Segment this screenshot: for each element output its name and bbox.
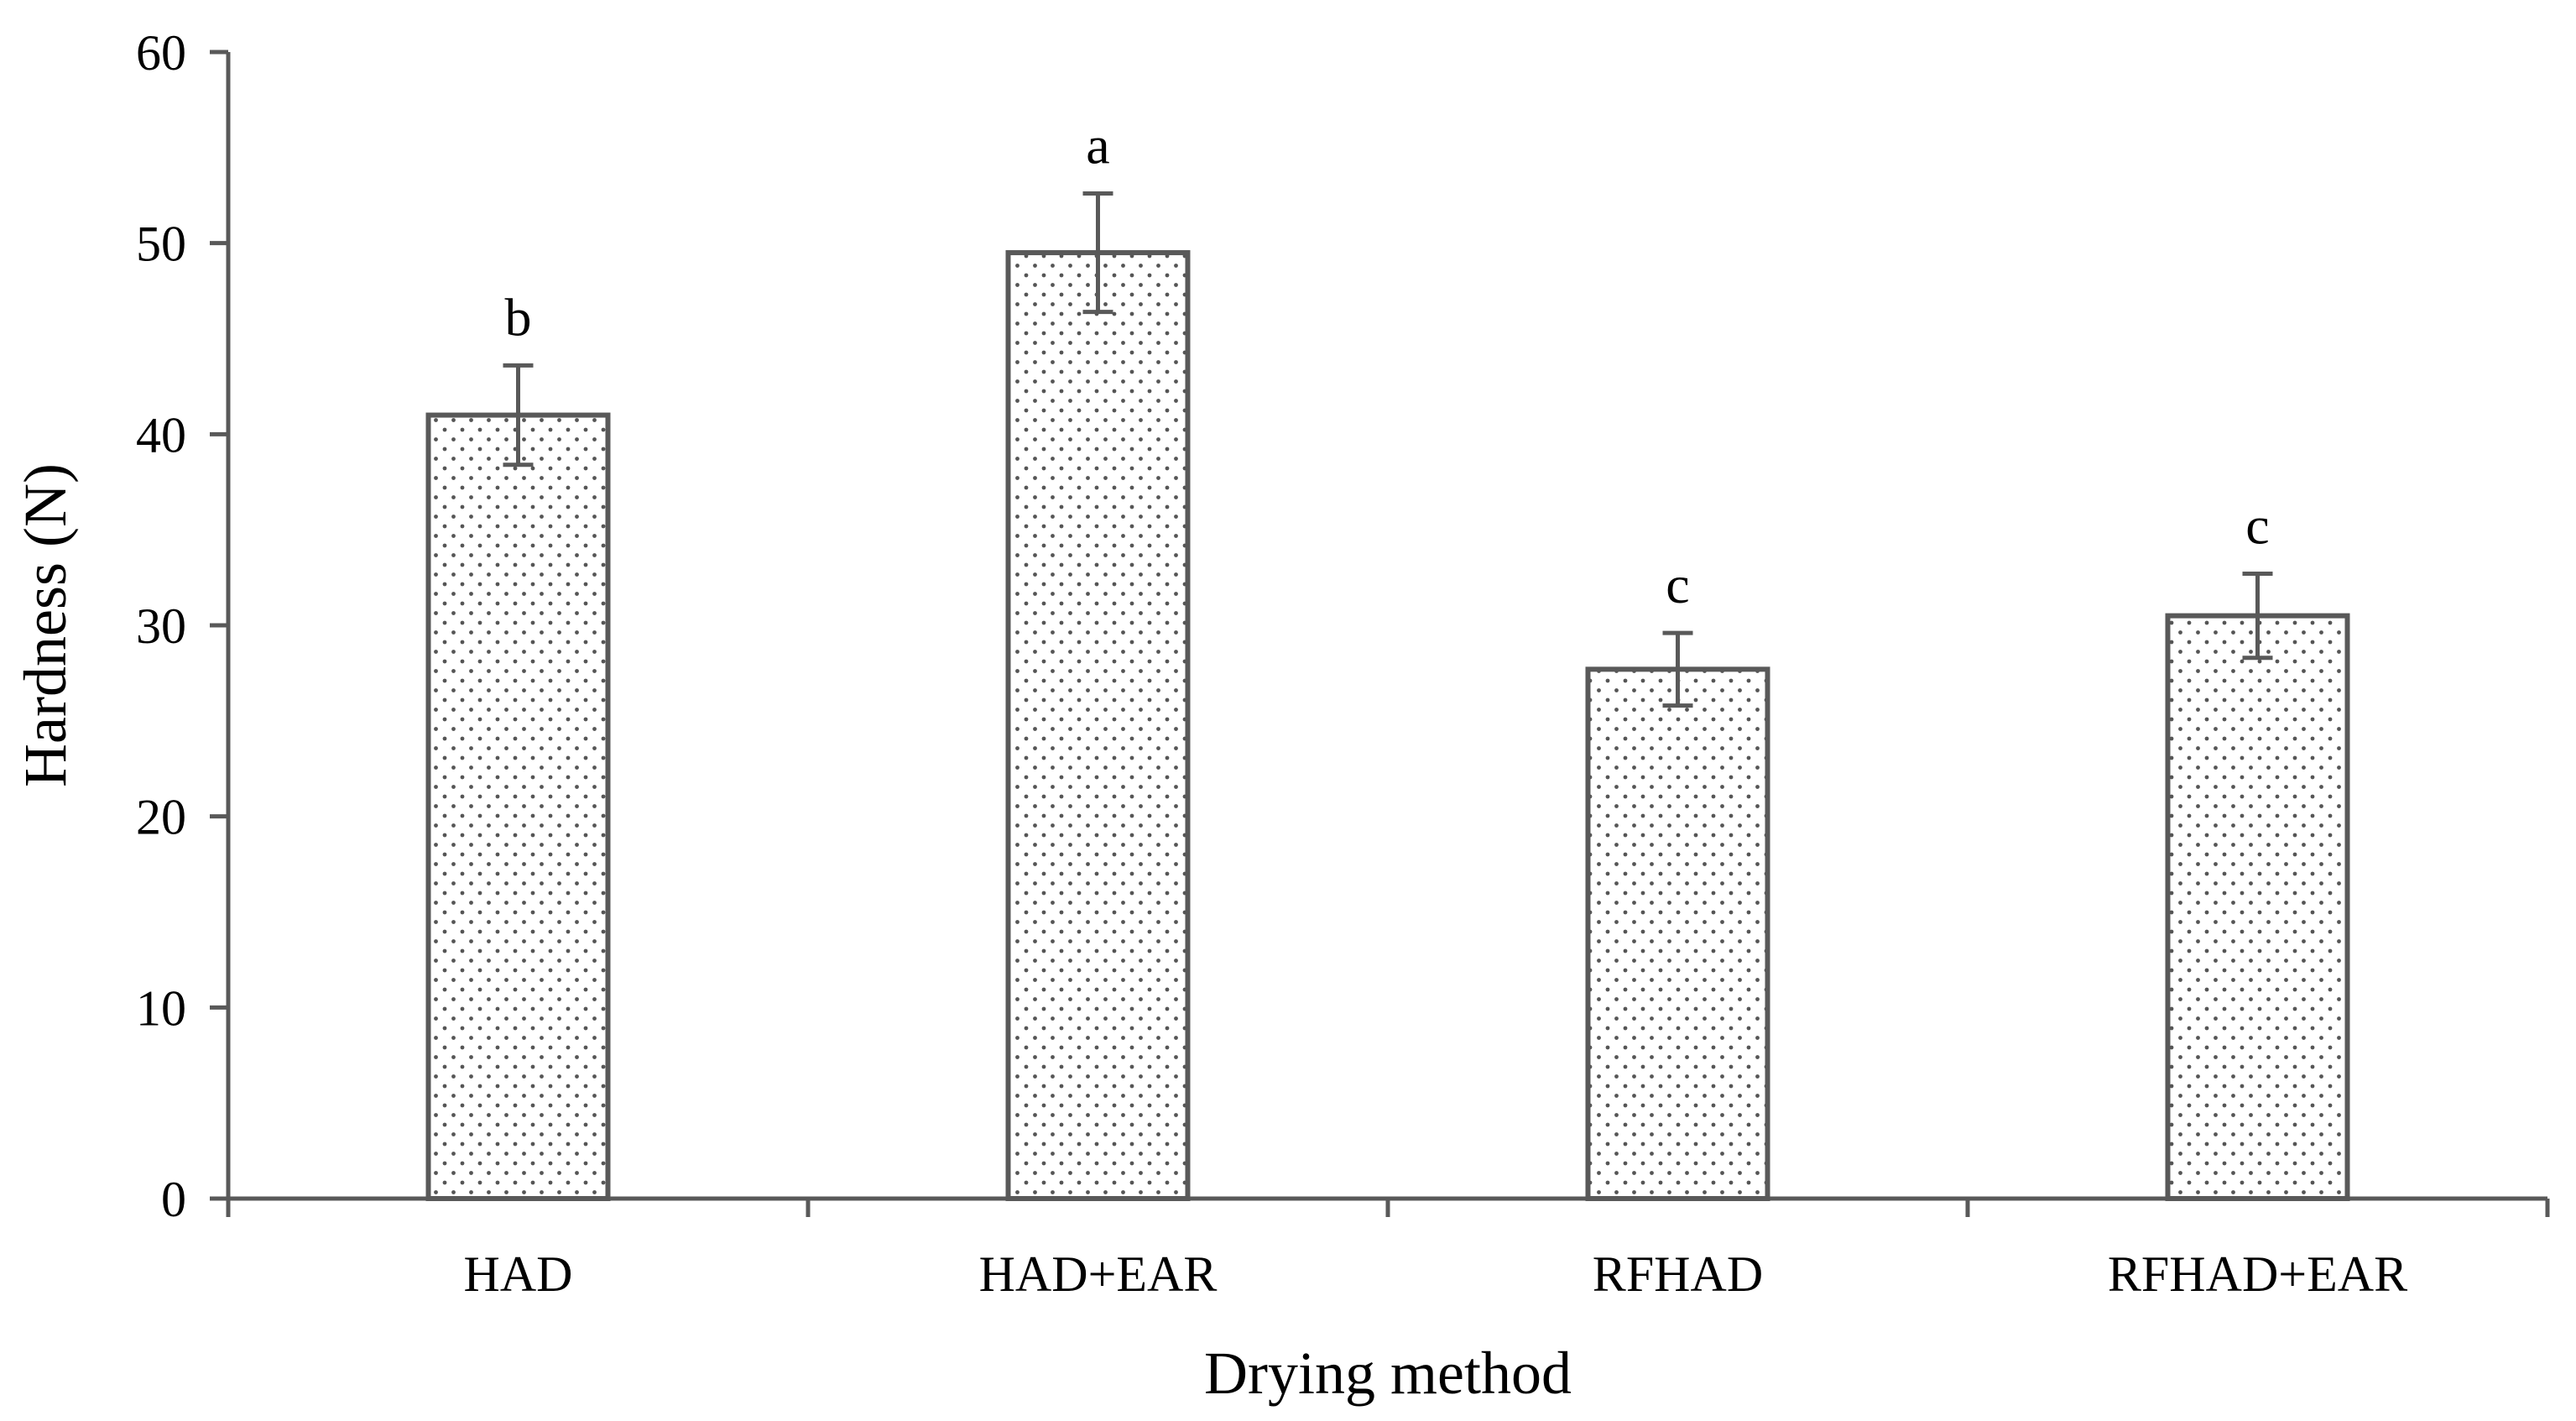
bar-had-plus-ear xyxy=(1005,250,1191,1201)
y-tick-label: 60 xyxy=(136,25,186,81)
y-tick-label: 30 xyxy=(136,598,186,654)
significance-label: a xyxy=(1086,115,1109,175)
bar-had xyxy=(425,412,611,1202)
y-tick-label: 10 xyxy=(136,980,186,1036)
y-tick-label: 50 xyxy=(136,217,186,272)
bar-rfhad-plus-ear xyxy=(2165,613,2350,1201)
significance-label: b xyxy=(505,287,532,347)
significance-label: c xyxy=(1666,555,1689,614)
significance-label: c xyxy=(2245,496,2269,556)
x-tick-label: RFHAD xyxy=(1593,1246,1763,1302)
x-axis-title: Drying method xyxy=(1204,1340,1572,1407)
bar-rfhad xyxy=(1585,666,1770,1201)
y-tick-label: 40 xyxy=(136,407,186,462)
y-axis-title: Hardness (N) xyxy=(12,463,79,787)
x-tick-label: RFHAD+EAR xyxy=(2108,1246,2407,1302)
x-tick-label: HAD+EAR xyxy=(979,1246,1218,1302)
y-tick-label: 20 xyxy=(136,790,186,845)
x-tick-label: HAD xyxy=(464,1246,573,1302)
y-tick-label: 0 xyxy=(161,1172,186,1227)
